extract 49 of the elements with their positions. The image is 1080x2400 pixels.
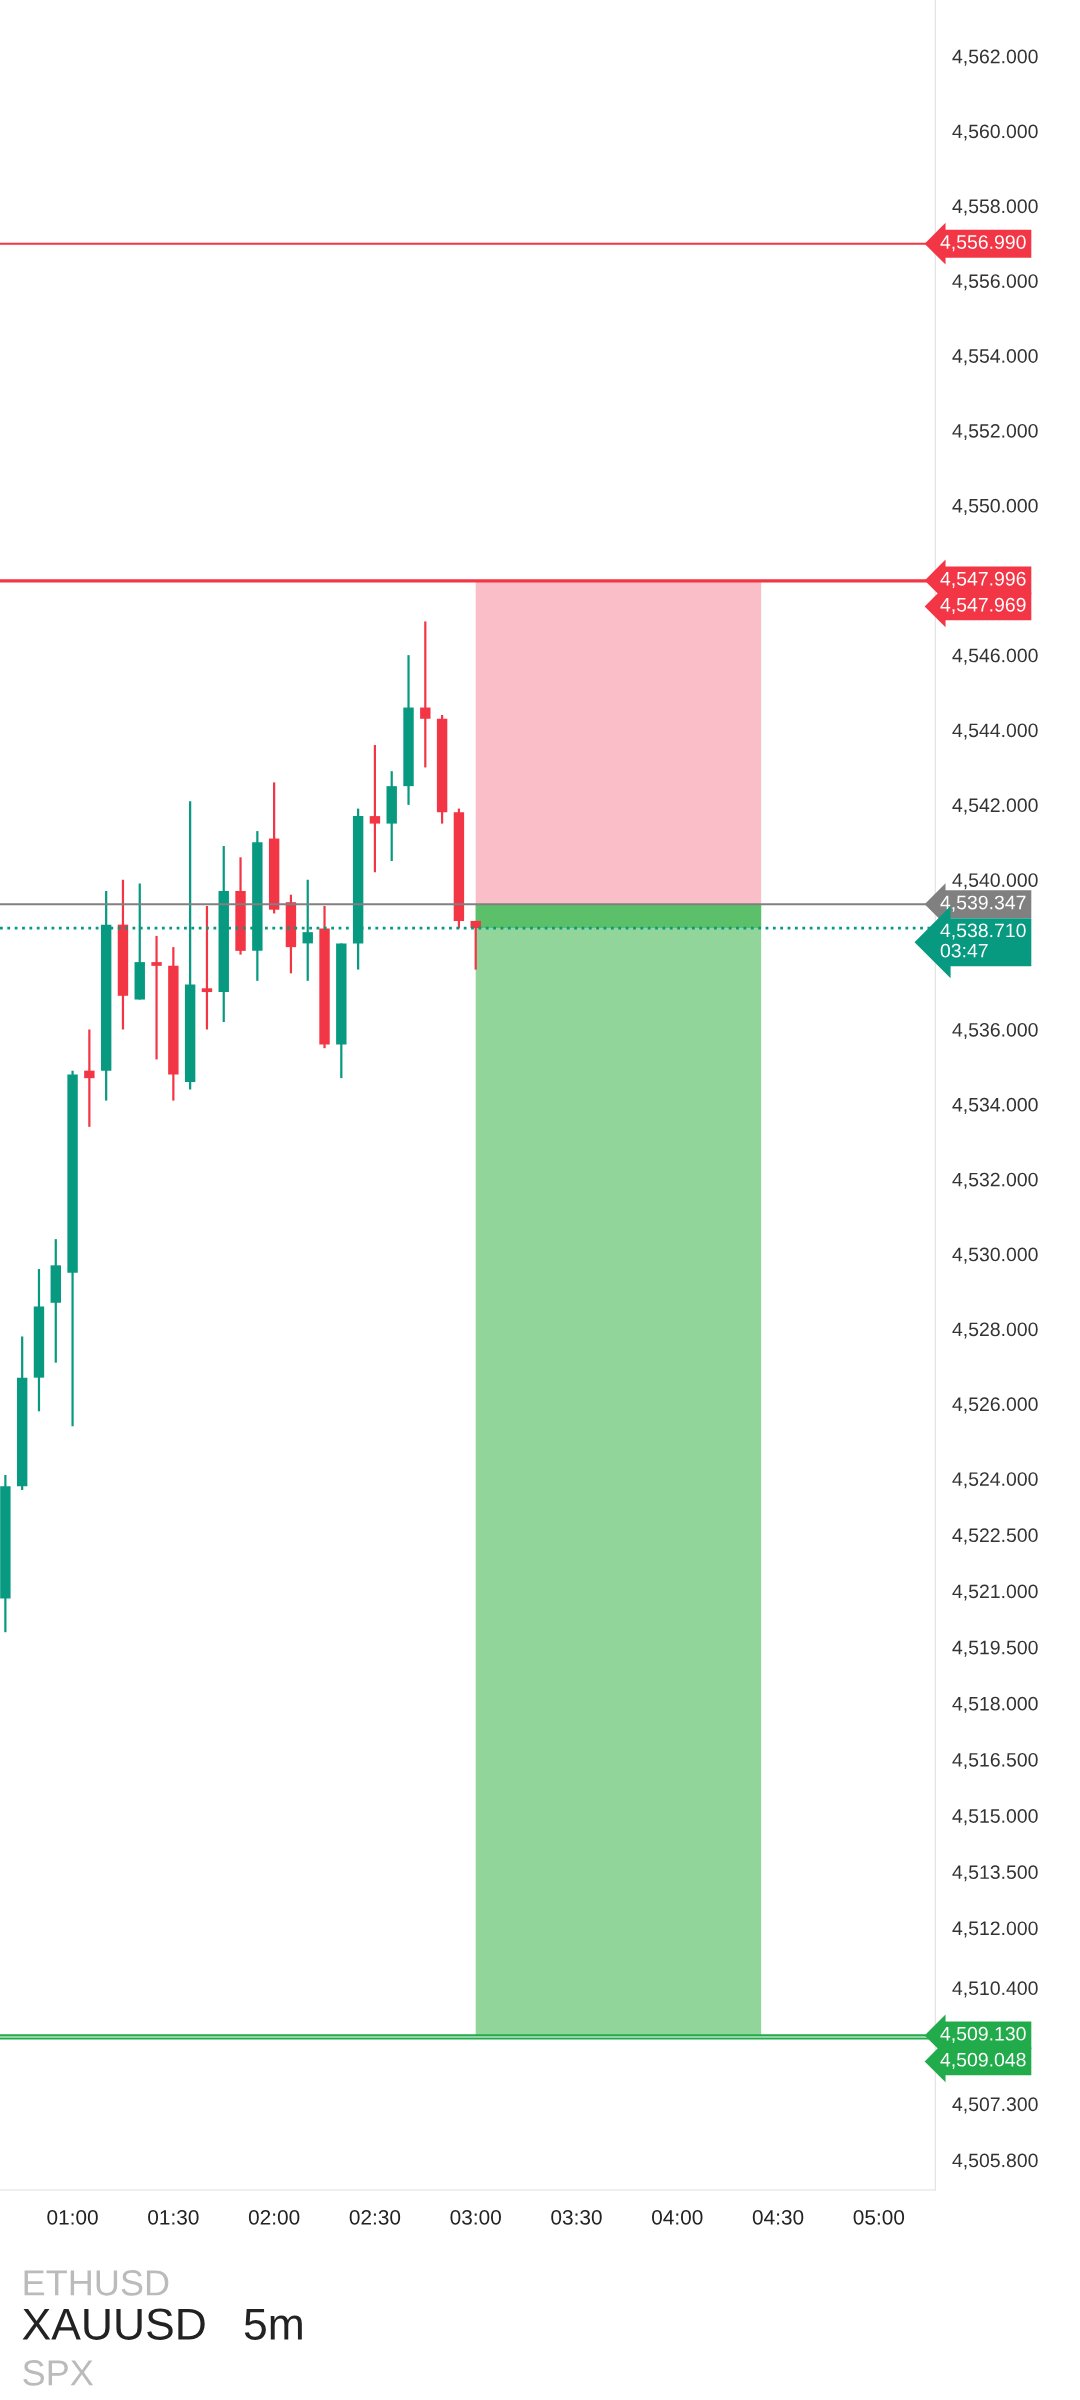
ref-line-label: 4,509.130 [940, 2026, 1026, 2043]
y-tick-label: 4,542.000 [952, 798, 1038, 815]
y-tick-label: 4,522.500 [952, 1528, 1038, 1545]
y-tick-label: 4,518.000 [952, 1696, 1038, 1713]
y-tick-label: 4,560.000 [952, 124, 1038, 141]
ref-line-label: 4,547.969 [940, 597, 1026, 614]
x-tick-label: 03:30 [551, 2209, 602, 2225]
y-tick-label: 4,507.300 [952, 2097, 1038, 2114]
y-tick-label: 4,552.000 [952, 423, 1038, 441]
y-tick-label: 4,515.000 [952, 1809, 1038, 1826]
x-tick-label: 01:00 [47, 2209, 98, 2225]
y-tick-label: 4,510.400 [952, 1981, 1038, 1998]
text: SPX [23, 2360, 94, 2386]
y-tick-label: 4,540.000 [952, 873, 1038, 890]
x-tick-label: 03:00 [450, 2209, 501, 2225]
y-tick-label: 4,544.000 [952, 723, 1038, 740]
y-tick-label: 4,536.000 [952, 1022, 1038, 1040]
y-tick-label: 4,556.000 [952, 274, 1038, 291]
y-tick-label: 4,526.000 [952, 1397, 1038, 1414]
y-tick-label: 4,532.000 [952, 1172, 1038, 1189]
y-tick-label: 4,562.000 [952, 49, 1038, 66]
y-tick-label: 4,558.000 [952, 199, 1038, 216]
y-tick-label: 4,550.000 [952, 498, 1038, 515]
x-tick-label: 04:30 [752, 2209, 804, 2225]
text: XAUUSD [22, 2308, 205, 2340]
y-tick-label: 4,521.000 [952, 1584, 1038, 1601]
y-tick-label: 4,528.000 [952, 1322, 1038, 1339]
ref-line-label: 4,538.710 03:47 [940, 923, 1026, 958]
y-tick-label: 4,524.000 [952, 1472, 1038, 1489]
ref-line-label: 4,556.990 [940, 235, 1026, 252]
y-tick-label: 4,505.800 [952, 2153, 1038, 2170]
text: 5m [244, 2308, 302, 2340]
x-tick-label: 01:30 [148, 2209, 199, 2225]
ref-line-label: 4,547.996 [940, 571, 1026, 588]
y-tick-label: 4,519.500 [952, 1640, 1038, 1657]
y-tick-label: 4,512.000 [952, 1921, 1038, 1938]
x-tick-label: 02:30 [349, 2209, 401, 2225]
ref-line-label: 4,539.347 [940, 895, 1026, 912]
x-tick-label: 05:00 [853, 2209, 905, 2225]
x-tick-label: 02:00 [248, 2209, 300, 2225]
ref-line-label: 4,509.048 [940, 2052, 1026, 2069]
y-tick-label: 4,554.000 [952, 349, 1038, 366]
y-tick-label: 4,546.000 [952, 648, 1038, 665]
y-tick-label: 4,534.000 [952, 1097, 1038, 1114]
y-tick-label: 4,530.000 [952, 1247, 1038, 1264]
y-tick-label: 4,516.500 [952, 1752, 1038, 1770]
y-tick-label: 4,513.500 [952, 1865, 1038, 1882]
text: ETHUSD [24, 2270, 169, 2296]
x-tick-label: 04:00 [652, 2209, 703, 2225]
